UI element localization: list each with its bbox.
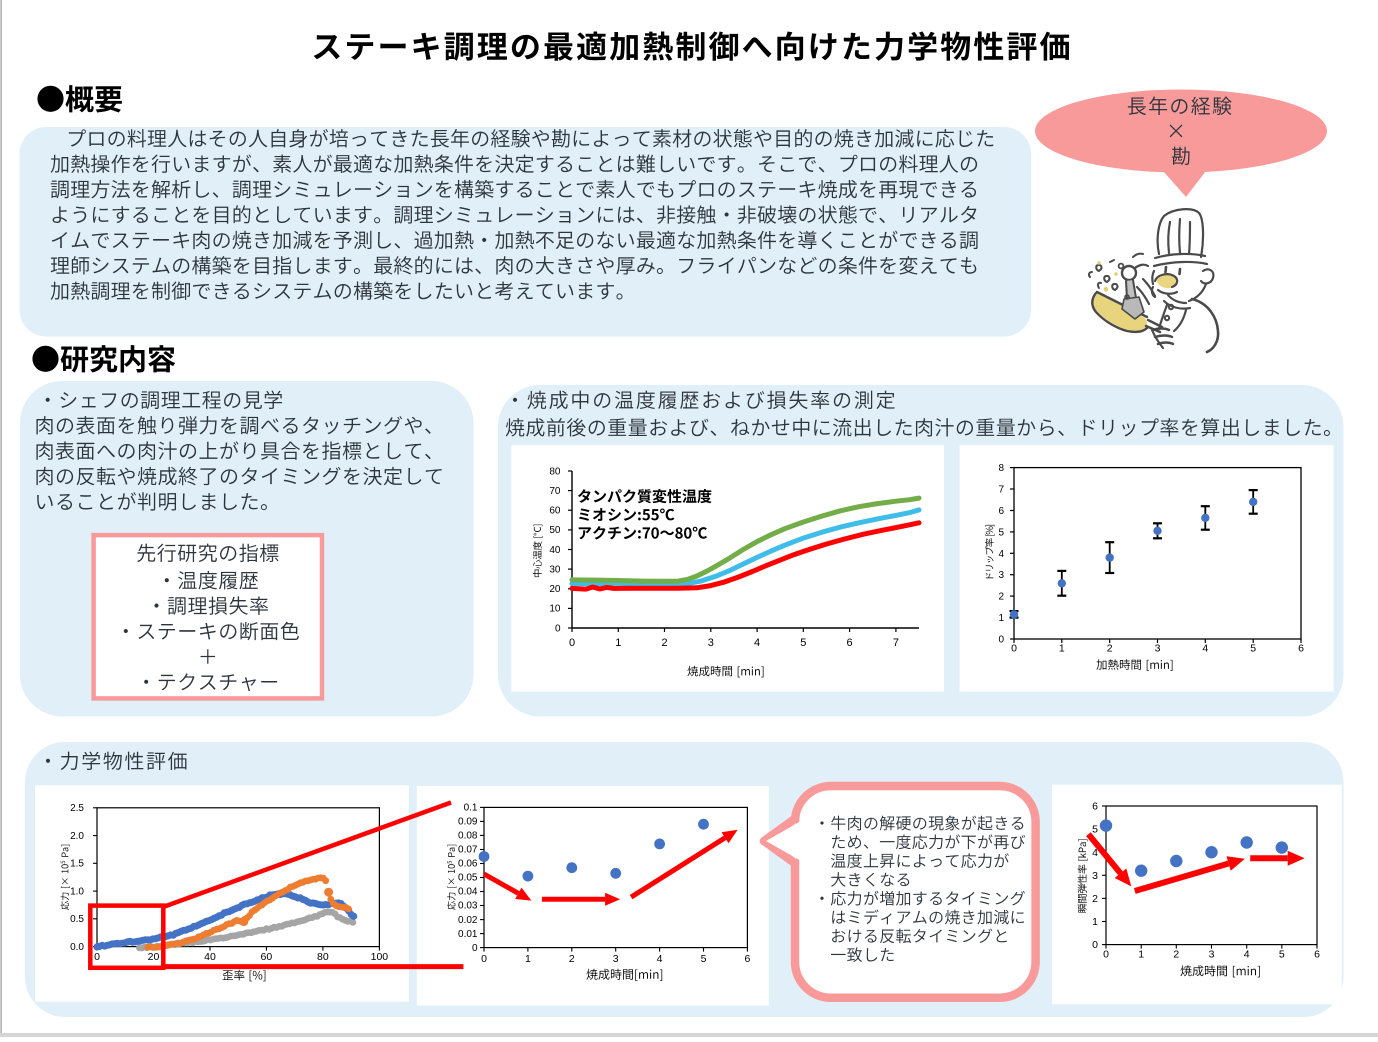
svg-text:2: 2 — [1173, 949, 1179, 961]
svg-text:6: 6 — [847, 637, 853, 649]
svg-text:0.06: 0.06 — [458, 859, 478, 870]
svg-text:2: 2 — [661, 637, 667, 649]
svg-text:4: 4 — [1092, 847, 1098, 859]
svg-text:6: 6 — [1298, 643, 1304, 655]
svg-text:7: 7 — [893, 637, 899, 649]
svg-text:4: 4 — [1244, 949, 1250, 961]
svg-text:4: 4 — [1202, 643, 1208, 655]
svg-text:20: 20 — [549, 584, 561, 595]
svg-text:60: 60 — [549, 506, 561, 517]
svg-text:3: 3 — [613, 953, 619, 965]
svg-text:80: 80 — [549, 466, 561, 477]
svg-text:3: 3 — [708, 637, 714, 649]
svg-text:6: 6 — [1314, 949, 1320, 961]
svg-text:5: 5 — [1092, 824, 1098, 836]
svg-text:2.0: 2.0 — [70, 831, 84, 842]
svg-text:1: 1 — [525, 953, 531, 965]
svg-text:80: 80 — [317, 951, 329, 963]
svg-text:0.08: 0.08 — [458, 831, 478, 842]
svg-text:0.5: 0.5 — [70, 914, 84, 925]
svg-text:1: 1 — [1059, 643, 1065, 655]
svg-text:0.05: 0.05 — [458, 873, 478, 884]
svg-text:0: 0 — [569, 637, 575, 649]
svg-text:2: 2 — [998, 592, 1004, 603]
svg-text:30: 30 — [549, 564, 561, 575]
svg-text:5: 5 — [1250, 643, 1256, 655]
svg-text:4: 4 — [754, 637, 760, 649]
svg-text:7: 7 — [998, 485, 1004, 496]
svg-text:0.0: 0.0 — [70, 942, 84, 953]
svg-text:70: 70 — [549, 486, 561, 497]
svg-text:1: 1 — [1138, 949, 1144, 961]
svg-text:0.1: 0.1 — [464, 803, 478, 814]
svg-text:10: 10 — [549, 604, 561, 615]
svg-text:4: 4 — [998, 549, 1004, 560]
svg-text:20: 20 — [148, 951, 160, 963]
svg-text:1: 1 — [998, 613, 1004, 624]
svg-text:6: 6 — [744, 953, 750, 965]
svg-text:5: 5 — [701, 953, 707, 965]
svg-text:40: 40 — [204, 951, 216, 963]
svg-text:5: 5 — [998, 527, 1004, 538]
svg-text:1.0: 1.0 — [70, 886, 84, 897]
svg-text:5: 5 — [1279, 949, 1285, 961]
svg-text:0: 0 — [555, 623, 561, 634]
svg-text:2: 2 — [1092, 893, 1098, 905]
svg-text:0.03: 0.03 — [458, 901, 478, 912]
svg-text:2.5: 2.5 — [70, 803, 84, 814]
svg-text:2: 2 — [569, 953, 575, 965]
svg-text:3: 3 — [1092, 870, 1098, 882]
svg-text:0.04: 0.04 — [458, 887, 478, 898]
svg-text:0: 0 — [1011, 643, 1017, 655]
svg-text:6: 6 — [1092, 801, 1098, 813]
svg-text:0: 0 — [472, 943, 478, 954]
svg-text:60: 60 — [261, 951, 273, 963]
svg-text:0.07: 0.07 — [458, 845, 478, 856]
svg-text:0.02: 0.02 — [458, 915, 478, 926]
svg-text:3: 3 — [998, 570, 1004, 581]
svg-text:1: 1 — [615, 637, 621, 649]
svg-text:0: 0 — [94, 951, 100, 963]
svg-text:0: 0 — [481, 953, 487, 965]
svg-text:2: 2 — [1107, 643, 1113, 655]
svg-text:40: 40 — [549, 545, 561, 556]
svg-text:0.01: 0.01 — [458, 929, 478, 940]
svg-text:100: 100 — [371, 951, 389, 963]
svg-text:1.5: 1.5 — [70, 859, 84, 870]
svg-text:5: 5 — [800, 637, 806, 649]
svg-text:0: 0 — [1103, 949, 1109, 961]
svg-text:4: 4 — [657, 953, 663, 965]
svg-text:3: 3 — [1155, 643, 1161, 655]
svg-text:1: 1 — [1092, 916, 1098, 928]
svg-text:3: 3 — [1209, 949, 1215, 961]
svg-text:0.09: 0.09 — [458, 817, 478, 828]
svg-text:6: 6 — [998, 506, 1004, 517]
svg-text:0: 0 — [1092, 939, 1098, 951]
svg-text:50: 50 — [549, 525, 561, 536]
svg-text:8: 8 — [998, 463, 1004, 474]
svg-text:0: 0 — [998, 635, 1004, 646]
